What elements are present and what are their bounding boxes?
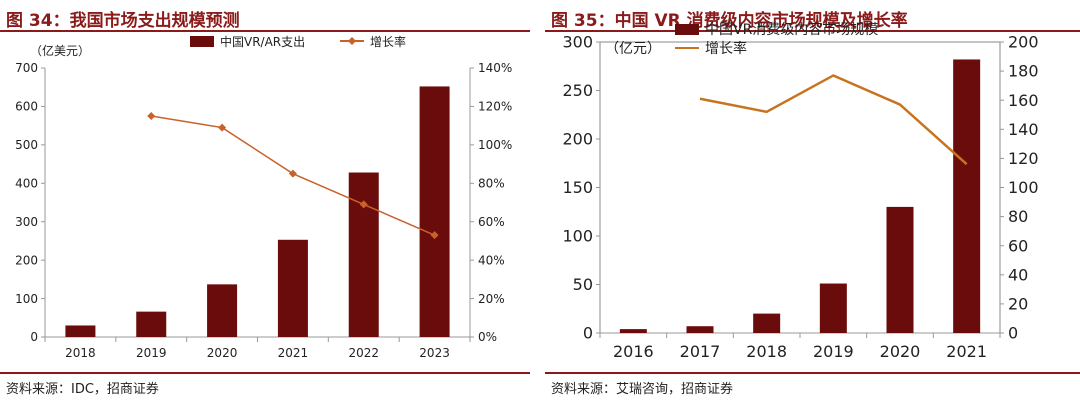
y2-tick-label: 80%	[478, 176, 505, 190]
y2-tick-label: 40%	[478, 253, 505, 267]
bar-2021	[277, 239, 308, 337]
growth-point-2023	[430, 231, 439, 240]
chart-plot: 0 50 100 150 200 250 300 0 20 40 60 80 100 120 140 160 1…	[562, 21, 1039, 361]
growth-line	[699, 74, 968, 166]
y2-tick-label: 200	[1008, 33, 1039, 52]
y-tick-label: 100	[15, 292, 38, 306]
plot-frame	[599, 41, 1001, 334]
bar-2020	[886, 206, 914, 333]
bar-2021	[953, 59, 981, 334]
x-tick-label: 2017	[680, 342, 721, 361]
x-tick-label: 2022	[348, 346, 379, 360]
y2-tick-label: 180	[1008, 62, 1039, 81]
chart-plot: 0 100 200 300 400 500 600 700 0% 20% 40% 60% 80% 100%…	[15, 34, 512, 360]
y2-tick-label: 140	[1008, 120, 1039, 139]
y2-tick-label: 80	[1008, 207, 1028, 226]
legend-label-line: 增长率	[370, 34, 406, 49]
legend-label-bar: 中国VR消费级内容市场规模	[705, 21, 878, 38]
legend-swatch-bar	[675, 24, 699, 35]
y-tick-label: 200	[562, 130, 593, 149]
x-tick-label: 2019	[813, 342, 854, 361]
bar-2019	[819, 283, 847, 333]
y-tick-label: 200	[15, 253, 38, 267]
legend-label-bar: 中国VR/AR支出	[220, 34, 305, 49]
x-tick-label: 2020	[880, 342, 921, 361]
chart-panel-right: 图 35：中国 VR 消费级内容市场规模及增长率 0 50 100 150 200 250…	[545, 0, 1080, 400]
source-rule	[0, 372, 530, 374]
x-tick-label: 2020	[207, 346, 238, 360]
x-tick-label: 2019	[136, 346, 167, 360]
title-rule	[0, 30, 530, 32]
y-tick-label: 0	[30, 330, 38, 344]
legend-label-line: 增长率	[705, 40, 747, 57]
y-tick-label: 500	[15, 138, 38, 152]
y2-tick-label: 40	[1008, 265, 1028, 284]
y2-tick-label: 120	[1008, 149, 1039, 168]
y2-tick-label: 100	[1008, 178, 1039, 197]
y-tick-label: 150	[562, 178, 593, 197]
x-tick-label: 2023	[419, 346, 450, 360]
bar-2019	[136, 311, 167, 337]
chart-title: 图 35：中国 VR 消费级内容市场规模及增长率	[551, 11, 908, 31]
y-tick-label: 400	[15, 176, 38, 190]
y2-tick-label: 100%	[478, 138, 512, 152]
growth-point-2020	[218, 123, 227, 132]
x-tick-label: 2018	[65, 346, 96, 360]
y2-tick-label: 120%	[478, 100, 512, 114]
y2-tick-label: 60	[1008, 236, 1028, 255]
y2-tick-label: 20	[1008, 295, 1028, 314]
bar-2018	[753, 313, 781, 333]
y2-tick-label: 0	[1008, 324, 1018, 343]
y-tick-label: 250	[562, 81, 593, 100]
title-rule	[545, 30, 1080, 32]
chart-source: 资料来源：艾瑞咨询，招商证券	[551, 382, 734, 397]
bar-2018	[65, 325, 96, 337]
growth-point-2021	[288, 169, 297, 178]
growth-point-2022	[359, 200, 368, 209]
x-tick-label: 2018	[746, 342, 787, 361]
growth-point-2019	[147, 112, 156, 121]
legend-swatch-bar	[190, 36, 214, 47]
legend-marker-line	[348, 37, 356, 45]
x-tick-label: 2016	[613, 342, 654, 361]
y-tick-label: 300	[562, 33, 593, 52]
bar-2017	[686, 326, 714, 333]
y-unit-label: （亿元）	[605, 41, 661, 57]
chart-panel-left: 图 34：我国市场支出规模预测 0 100 200 300 400 500 600 700 0%…	[0, 0, 530, 400]
y-unit-label: （亿美元）	[30, 43, 90, 58]
x-tick-label: 2021	[278, 346, 309, 360]
y2-tick-label: 0%	[478, 330, 497, 344]
bar-2022	[348, 172, 379, 337]
y-tick-label: 0	[583, 324, 593, 343]
y-tick-label: 300	[15, 215, 38, 229]
y2-tick-label: 20%	[478, 292, 505, 306]
y2-tick-label: 160	[1008, 91, 1039, 110]
bar-2023	[419, 86, 450, 338]
y-tick-label: 100	[562, 227, 593, 246]
y2-tick-label: 60%	[478, 215, 505, 229]
y-tick-label: 50	[573, 275, 593, 294]
x-tick-label: 2021	[946, 342, 987, 361]
bar-2020	[207, 284, 238, 337]
chart-title: 图 34：我国市场支出规模预测	[6, 11, 240, 31]
bar-2016	[619, 329, 647, 333]
chart-source: 资料来源：IDC，招商证券	[6, 382, 159, 397]
source-rule	[545, 372, 1080, 374]
y-tick-label: 700	[15, 61, 38, 75]
y-tick-label: 600	[15, 100, 38, 114]
y2-tick-label: 140%	[478, 61, 512, 75]
